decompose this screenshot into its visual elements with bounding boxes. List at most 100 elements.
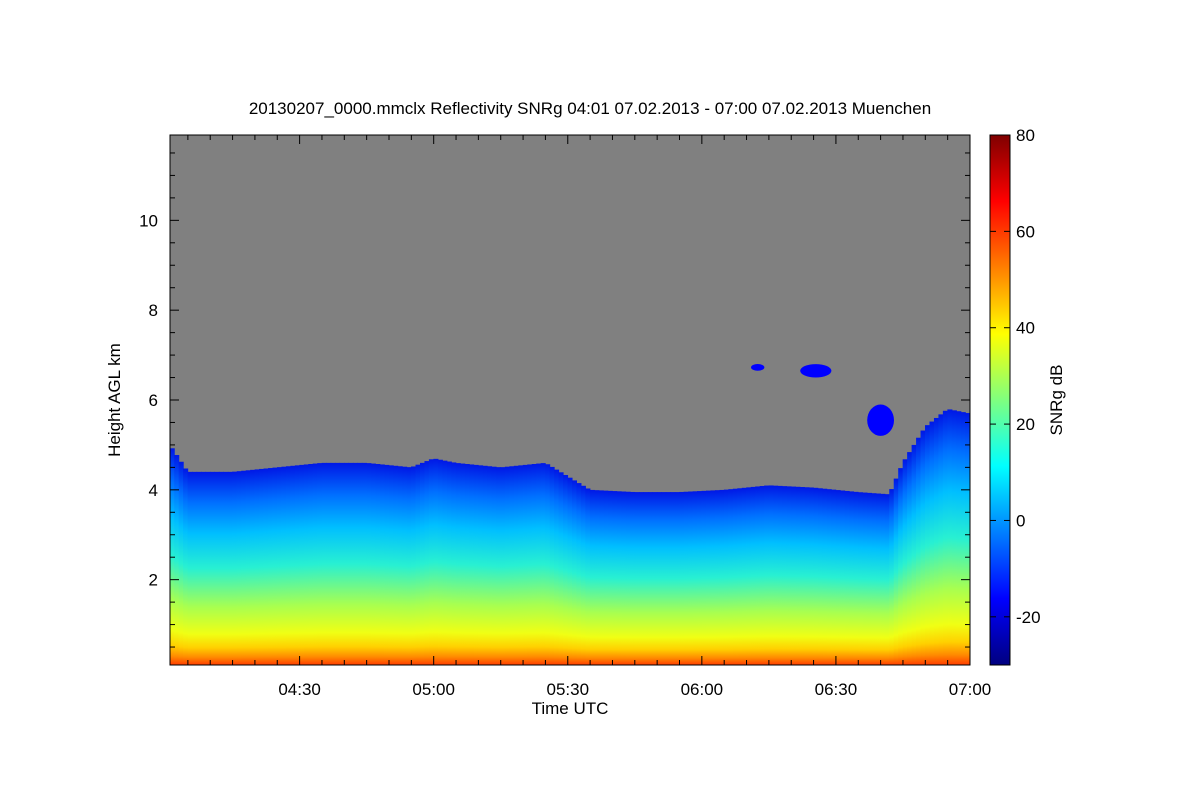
echo-column <box>750 486 756 665</box>
echo-column <box>902 459 908 665</box>
echo-column <box>746 487 752 665</box>
echo-column <box>446 461 452 665</box>
echo-column <box>625 491 631 665</box>
echo-column <box>540 463 546 665</box>
echo-column <box>518 465 524 665</box>
echo-column <box>384 464 390 665</box>
echo-column <box>536 463 542 665</box>
echo-column <box>170 448 175 665</box>
colorbar-ticks: -20 0 20 40 60 80 <box>990 126 1041 627</box>
echo-column <box>822 488 828 665</box>
echo-column <box>281 466 287 665</box>
echo-column <box>478 465 484 665</box>
colorbar-tick-label: 80 <box>1016 126 1035 145</box>
echo-column <box>795 486 801 665</box>
echo-column <box>947 409 953 665</box>
echo-column <box>728 489 734 665</box>
echo-column <box>500 467 506 665</box>
echo-column <box>576 483 582 665</box>
echo-column <box>187 471 193 665</box>
echo-column <box>250 469 256 665</box>
echo-column <box>737 488 743 665</box>
echo-column <box>411 466 417 665</box>
y-axis-label: Height AGL km <box>105 343 124 457</box>
echo-column <box>817 488 823 665</box>
echo-column <box>522 464 528 665</box>
echo-column <box>665 492 671 665</box>
echo-column <box>835 490 841 665</box>
echo-column <box>433 458 439 665</box>
echo-column <box>268 468 274 665</box>
echo-column <box>920 430 926 665</box>
echo-column <box>232 471 238 665</box>
echo-column <box>428 459 434 665</box>
echo-column <box>335 462 341 665</box>
echo-column <box>330 462 336 665</box>
echo-column <box>397 466 403 665</box>
colorbar-tick-label: 20 <box>1016 415 1035 434</box>
plot-area <box>169 134 971 666</box>
echo-column <box>214 471 220 665</box>
echo-column <box>960 412 966 665</box>
cloud-patch <box>867 404 894 436</box>
echo-column <box>263 468 269 665</box>
echo-column <box>317 463 323 665</box>
echo-column <box>303 464 309 665</box>
echo-column <box>786 486 792 665</box>
echo-column <box>853 491 859 665</box>
echo-column <box>406 467 412 665</box>
echo-column <box>308 464 314 665</box>
echo-column <box>178 461 184 665</box>
echo-column <box>393 465 399 665</box>
echo-column <box>621 491 627 665</box>
echo-column <box>460 463 466 665</box>
echo-column <box>692 491 698 665</box>
echo-column <box>706 490 712 665</box>
echo-column <box>643 492 649 665</box>
echo-column <box>714 490 721 665</box>
echo-column <box>884 494 890 665</box>
echo-column <box>616 491 622 665</box>
echo-column <box>205 471 211 665</box>
cloud-patch <box>751 364 765 371</box>
echo-column <box>245 470 251 665</box>
echo-column <box>759 486 765 665</box>
echo-column <box>299 464 305 665</box>
echo-column <box>925 425 931 665</box>
echo-column <box>527 464 533 665</box>
echo-column <box>656 492 662 665</box>
echo-column <box>585 488 591 665</box>
echo-column <box>451 462 457 665</box>
echo-column <box>697 491 703 665</box>
echo-column <box>437 459 443 665</box>
echo-column <box>192 471 198 665</box>
echo-column <box>804 487 810 665</box>
colorbar-tick-label: 60 <box>1016 222 1035 241</box>
echo-column <box>174 455 180 665</box>
echo-column <box>513 465 519 665</box>
echo-column <box>285 466 291 665</box>
echo-column <box>755 486 761 665</box>
echo-column <box>209 471 215 665</box>
echo-column <box>366 463 372 665</box>
y-tick-label: 4 <box>149 481 158 500</box>
echo-column <box>554 469 560 665</box>
echo-column <box>196 471 202 665</box>
echo-column <box>321 462 327 665</box>
echo-column <box>487 466 493 665</box>
echo-column <box>344 462 350 665</box>
y-tick-label: 10 <box>139 211 158 230</box>
echo-column <box>558 472 564 665</box>
echo-column <box>504 466 510 665</box>
echo-column <box>375 464 381 665</box>
echo-column <box>911 444 917 665</box>
echo-column <box>241 470 247 665</box>
x-tick-label: 06:00 <box>681 680 724 699</box>
echo-column <box>236 471 242 665</box>
echo-column <box>290 465 296 665</box>
echo-column <box>326 462 332 665</box>
echo-column <box>276 467 283 665</box>
echo-column <box>594 490 600 665</box>
echo-column <box>951 410 957 665</box>
